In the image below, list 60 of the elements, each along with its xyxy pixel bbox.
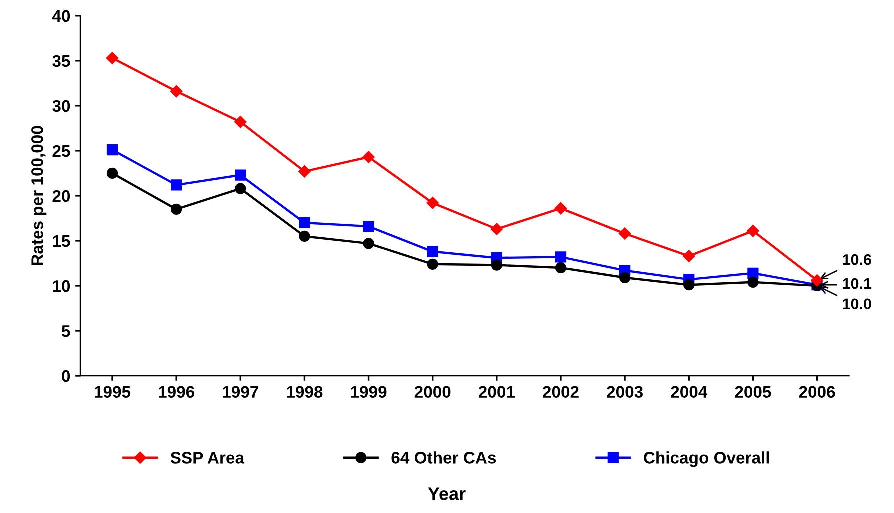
x-tick-label: 2000	[414, 386, 451, 398]
point	[427, 246, 438, 258]
legend-label: Chicago Overall	[644, 452, 770, 468]
y-tick-label: 20	[52, 190, 70, 202]
x-tick-label: 2003	[607, 386, 643, 398]
point	[171, 180, 182, 191]
y-tick-label: 5	[62, 326, 70, 338]
point	[811, 274, 824, 287]
x-tick-label: 2005	[735, 386, 772, 398]
point	[426, 197, 439, 210]
point	[748, 268, 759, 279]
y-tick-label: 35	[52, 55, 70, 68]
point	[618, 228, 632, 240]
x-tick-label: 2001	[478, 386, 515, 398]
x-tick-label: 1997	[223, 386, 258, 398]
legend-label: SSP Area	[170, 452, 245, 464]
x-tick-label: 1995	[95, 386, 131, 398]
x-tick-label: 1999	[351, 386, 387, 398]
x-tick-label: 1998	[287, 386, 323, 398]
point	[106, 168, 118, 180]
y-tick-label: 40	[52, 10, 70, 22]
y-tick-label: 15	[53, 236, 70, 248]
point	[235, 183, 246, 194]
point	[555, 252, 567, 263]
x-tick-label: 1996	[159, 386, 195, 398]
point	[298, 166, 311, 178]
point	[684, 280, 695, 291]
point	[491, 260, 502, 271]
point	[362, 151, 375, 164]
point	[490, 223, 504, 236]
point	[683, 250, 696, 262]
point	[363, 238, 374, 250]
point	[747, 224, 760, 238]
y-tick-label: 25	[52, 145, 70, 158]
data-label: 10.1	[843, 278, 872, 290]
point	[748, 276, 759, 288]
data-label: 10.0	[843, 298, 872, 310]
point	[170, 85, 183, 98]
point	[620, 272, 631, 284]
y-tick-label: 0	[62, 370, 70, 382]
x-tick-label: 2006	[799, 386, 836, 398]
point	[106, 144, 118, 156]
y-tick-label: 10	[53, 280, 70, 292]
data-label: 10.6	[843, 254, 872, 266]
point	[554, 202, 568, 215]
x-tick-label: 2004	[671, 386, 708, 398]
point	[299, 230, 310, 242]
legend-label: 64 Other CAs	[392, 452, 496, 464]
point	[299, 217, 310, 229]
y-axis-title: Rates per 100,000	[32, 126, 47, 266]
x-tick-label: 2002	[543, 386, 579, 398]
point	[363, 221, 374, 232]
point	[427, 258, 438, 270]
point	[106, 52, 119, 64]
point	[235, 170, 246, 181]
point	[234, 116, 247, 128]
y-tick-label: 30	[52, 100, 70, 112]
x-axis-title: Year	[428, 488, 466, 500]
point	[555, 262, 567, 274]
point	[171, 204, 182, 216]
